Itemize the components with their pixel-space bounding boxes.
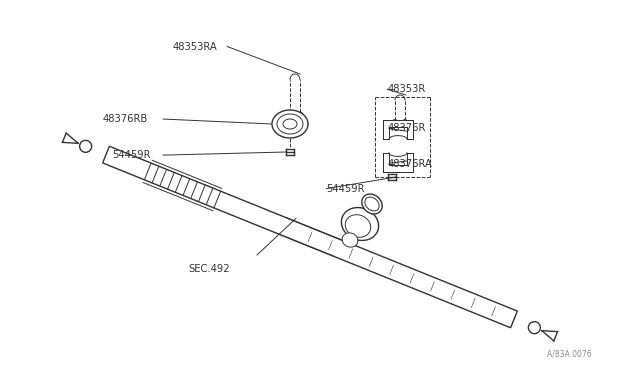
Ellipse shape [362,194,382,214]
Text: 48353RA: 48353RA [173,42,218,51]
Ellipse shape [365,197,379,211]
Text: 48376RA: 48376RA [387,159,432,169]
Polygon shape [102,146,517,328]
Ellipse shape [277,114,303,134]
Text: SEC.492: SEC.492 [189,264,230,273]
Ellipse shape [342,233,358,247]
Text: 54459R: 54459R [326,184,365,193]
Circle shape [403,119,408,125]
Text: 48376R: 48376R [387,124,426,133]
Polygon shape [383,153,413,172]
Text: 48353R: 48353R [387,84,426,94]
Text: 54459R: 54459R [112,150,150,160]
Ellipse shape [345,215,371,237]
Circle shape [529,322,540,334]
Ellipse shape [272,110,308,138]
Ellipse shape [283,119,297,129]
Polygon shape [383,120,413,139]
Circle shape [392,119,397,125]
Ellipse shape [341,208,379,240]
Circle shape [79,140,92,153]
Circle shape [297,112,303,118]
Circle shape [287,112,293,118]
Text: A/83A 0076: A/83A 0076 [547,350,592,359]
Text: 48376RB: 48376RB [102,114,148,124]
